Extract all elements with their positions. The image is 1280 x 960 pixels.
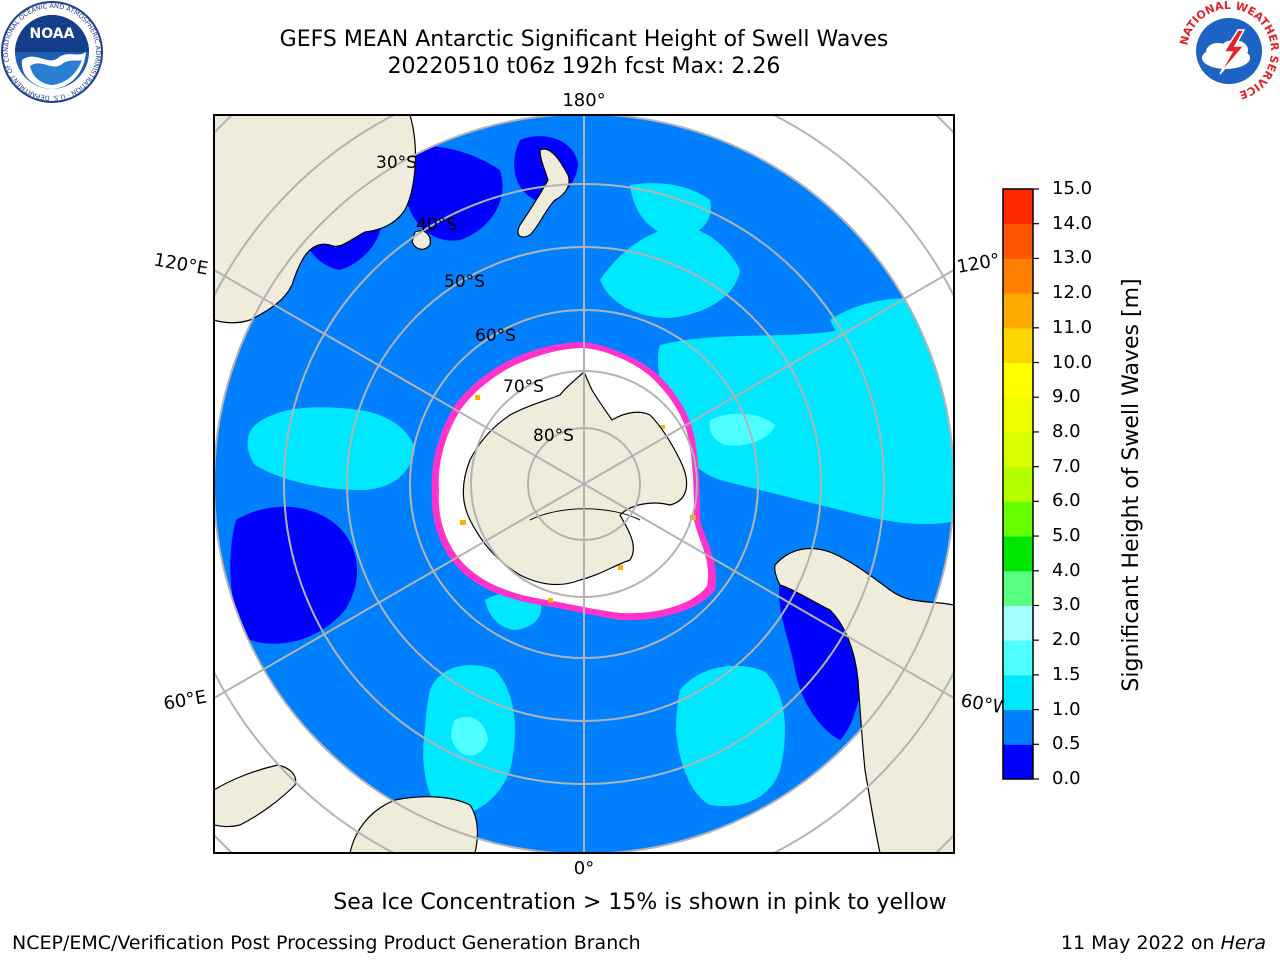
colorbar-tick-label: 6.0	[1052, 490, 1081, 512]
colorbar-segment	[1003, 362, 1033, 398]
lon-label-top: 180°	[562, 90, 605, 111]
australia-land	[214, 115, 417, 324]
colorbar-segment	[1003, 431, 1033, 468]
colorbar-segment	[1003, 674, 1033, 711]
footer-host: Hera	[1220, 932, 1266, 954]
svg-text:NOAA: NOAA	[30, 26, 75, 42]
sea-ice-speckles	[460, 395, 696, 603]
colorbar-tick-label: 1.5	[1052, 663, 1081, 685]
colorbar	[1003, 188, 1039, 780]
map-frame	[213, 114, 955, 854]
colorbar-tick-label: 2.0	[1052, 629, 1081, 651]
nws-logo: NATIONAL WEATHER SERVICE	[1178, 0, 1280, 102]
chart-title: GEFS MEAN Antarctic Significant Height o…	[279, 27, 889, 52]
lat-label-40s: 40°S	[416, 215, 457, 235]
footer-credit: NCEP/EMC/Verification Post Processing Pr…	[12, 932, 641, 954]
south-america-land	[774, 547, 954, 853]
lat-label-70s: 70°S	[503, 377, 544, 397]
new-zealand-land	[517, 148, 570, 238]
colorbar-segment	[1003, 536, 1033, 572]
colorbar-segment	[1003, 189, 1033, 225]
lon-label-bottom: 0°	[574, 858, 594, 879]
colorbar-segment	[1003, 640, 1033, 676]
colorbar-segment	[1003, 466, 1033, 502]
colorbar-frame	[1002, 188, 1034, 780]
colorbar-tick-label: 3.0	[1052, 594, 1081, 616]
colorbar-segment	[1003, 293, 1033, 329]
colorbar-tick-label: 9.0	[1052, 386, 1081, 408]
lat-label-60s: 60°S	[475, 326, 516, 346]
colorbar-tick-label: 0.5	[1052, 733, 1081, 755]
footer-date-text: 11 May 2022 on	[1060, 932, 1221, 954]
lat-label-30s: 30°S	[376, 153, 417, 173]
colorbar-tick-label: 0.0	[1052, 768, 1081, 789]
colorbar-tick-label: 11.0	[1052, 316, 1093, 338]
colorbar-tick-label: 12.0	[1052, 282, 1093, 304]
noaa-logo: NATIONAL OCEANIC AND ATMOSPHERIC ADMINIS…	[0, 0, 103, 103]
chart-subtitle: 20220510 t06z 192h fcst Max: 2.26	[387, 54, 781, 79]
colorbar-tick-label: 7.0	[1052, 455, 1081, 477]
sea-ice-note: Sea Ice Concentration > 15% is shown in …	[333, 890, 947, 915]
colorbar-tick-label: 13.0	[1052, 247, 1093, 269]
colorbar-segment	[1003, 327, 1033, 364]
colorbar-segment	[1003, 570, 1033, 606]
colorbar-tick-label: 14.0	[1052, 212, 1093, 234]
colorbar-label: Significant Height of Swell Waves [m]	[1119, 278, 1144, 692]
lon-label-right-upper: 120°	[955, 250, 1001, 278]
swell-field	[230, 136, 954, 816]
colorbar-tick-label: 15.0	[1052, 178, 1093, 199]
colorbar-segment	[1003, 605, 1033, 641]
colorbar-tick-label: 4.0	[1052, 559, 1081, 581]
colorbar-segment	[1003, 223, 1033, 259]
lon-label-left-lower: 60°E	[162, 686, 208, 714]
lat-label-80s: 80°S	[533, 426, 574, 446]
colorbar-tick-label: 1.0	[1052, 698, 1081, 720]
colorbar-segment	[1003, 501, 1033, 537]
colorbar-segment	[1003, 709, 1033, 745]
colorbar-segment	[1003, 744, 1033, 780]
lon-label-left-upper: 120°E	[152, 249, 210, 279]
colorbar-segment	[1003, 258, 1033, 294]
africa-land	[349, 796, 478, 853]
colorbar-tick-label: 5.0	[1052, 525, 1081, 547]
colorbar-tick-label: 8.0	[1052, 420, 1081, 442]
colorbar-tick-label: 10.0	[1052, 351, 1093, 373]
colorbar-segment	[1003, 397, 1033, 433]
lat-label-50s: 50°S	[444, 272, 485, 292]
graticule	[214, 115, 954, 853]
footer-date: 11 May 2022 on Hera	[1061, 932, 1266, 954]
